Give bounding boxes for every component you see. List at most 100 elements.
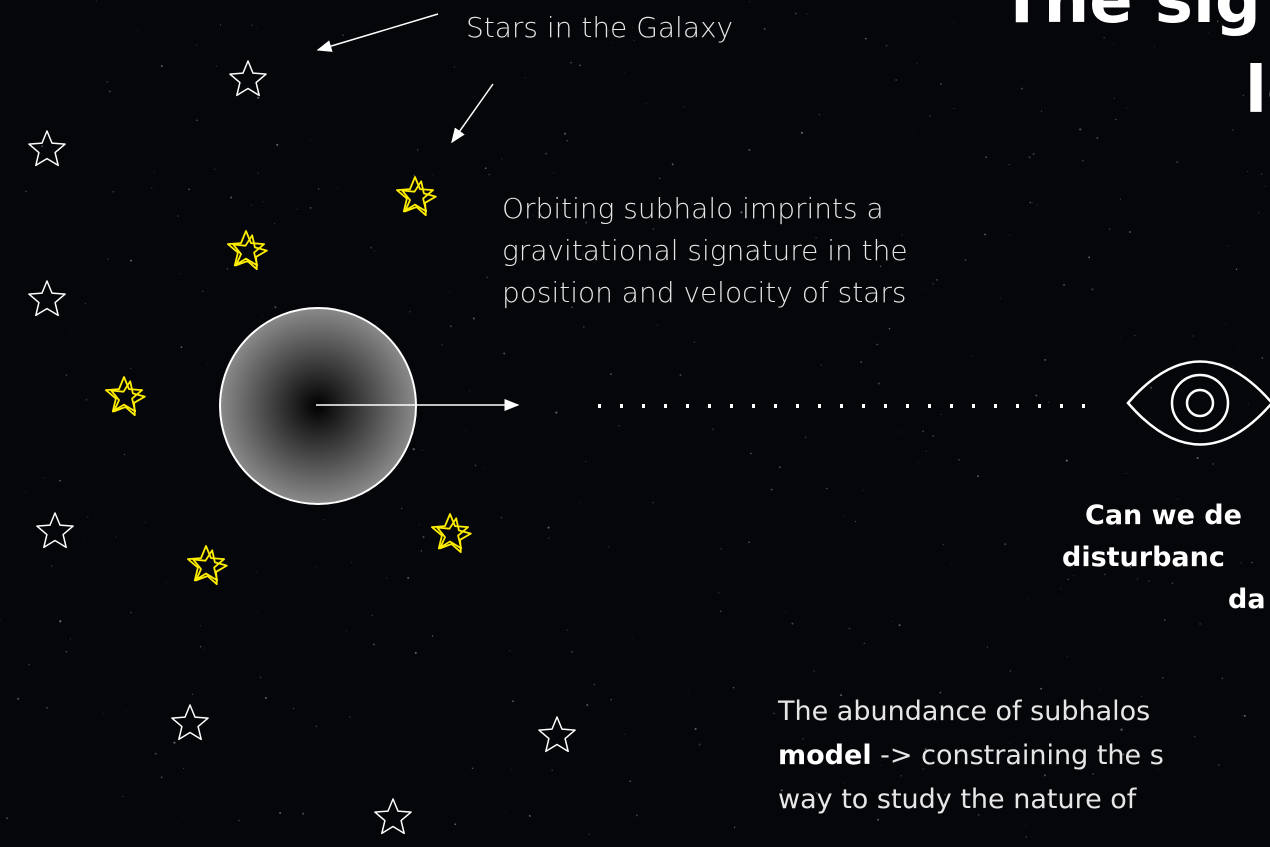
speck xyxy=(953,22,954,23)
speck xyxy=(465,430,466,431)
speck xyxy=(865,38,867,40)
speck xyxy=(85,303,86,304)
speck xyxy=(855,521,856,522)
speck xyxy=(494,294,495,295)
speck xyxy=(932,283,934,285)
speck xyxy=(279,812,281,814)
speck xyxy=(37,505,38,506)
speck xyxy=(349,572,350,573)
title-line: lo xyxy=(1245,54,1270,128)
speck xyxy=(512,700,514,702)
speck xyxy=(230,196,232,198)
speck xyxy=(672,163,674,165)
speck xyxy=(1264,186,1266,188)
speck xyxy=(932,435,934,437)
speck xyxy=(839,86,840,87)
speck xyxy=(657,324,658,325)
speck xyxy=(725,136,726,137)
speck xyxy=(571,651,573,653)
speck xyxy=(1019,145,1020,146)
speck xyxy=(422,450,424,452)
speck xyxy=(423,536,425,538)
speck xyxy=(826,488,828,490)
speck xyxy=(472,768,474,770)
speck xyxy=(985,156,987,158)
speck xyxy=(1247,283,1248,284)
speck xyxy=(1114,98,1115,99)
speck xyxy=(144,145,145,146)
speck xyxy=(138,131,139,132)
speck xyxy=(1099,689,1100,690)
speck xyxy=(585,461,586,462)
speck xyxy=(66,374,67,375)
speck xyxy=(214,169,215,170)
speck xyxy=(891,621,892,622)
speck xyxy=(1025,63,1026,64)
speck xyxy=(529,815,531,817)
speck xyxy=(610,373,612,375)
speck xyxy=(386,577,388,579)
speck xyxy=(902,687,903,688)
speck xyxy=(915,527,916,528)
speck xyxy=(138,271,139,272)
speck xyxy=(1037,204,1038,205)
speck xyxy=(711,430,712,431)
speck xyxy=(346,630,347,631)
speck xyxy=(413,448,415,450)
speck xyxy=(948,608,949,609)
speck xyxy=(608,547,609,548)
speck xyxy=(1248,403,1249,404)
speck xyxy=(251,25,252,26)
speck xyxy=(1176,161,1178,163)
speck xyxy=(943,544,944,545)
speck xyxy=(318,188,320,190)
speck xyxy=(126,711,127,712)
speck xyxy=(207,363,208,364)
speck xyxy=(1040,688,1042,690)
speck xyxy=(641,270,642,271)
speck xyxy=(369,508,371,510)
speck xyxy=(695,728,697,730)
speck xyxy=(102,91,103,92)
speck xyxy=(1129,231,1131,233)
speck xyxy=(1227,245,1229,247)
speck xyxy=(1212,48,1213,49)
speck xyxy=(1232,367,1233,368)
speck xyxy=(349,716,350,717)
speck xyxy=(1104,574,1105,575)
speck xyxy=(469,267,470,268)
speck xyxy=(338,666,339,667)
speck xyxy=(779,466,781,468)
note-line: Orbiting subhalo imprints a xyxy=(502,192,884,225)
speck xyxy=(1191,585,1192,586)
speck xyxy=(693,422,694,423)
speck xyxy=(1154,46,1155,47)
speck xyxy=(902,662,903,663)
speck xyxy=(564,133,566,135)
speck xyxy=(684,106,685,107)
speck xyxy=(263,316,264,317)
speck xyxy=(805,513,806,514)
speck xyxy=(748,149,750,151)
speck xyxy=(109,91,111,93)
speck xyxy=(66,651,68,653)
speck xyxy=(137,30,139,32)
speck xyxy=(432,635,433,636)
speck xyxy=(192,694,193,695)
speck xyxy=(6,817,8,819)
speck xyxy=(1126,473,1127,474)
speck xyxy=(313,607,314,608)
speck xyxy=(469,390,470,391)
speck xyxy=(145,522,147,524)
speck xyxy=(977,475,979,477)
speck xyxy=(315,725,317,727)
speck xyxy=(699,744,701,746)
speck xyxy=(369,560,370,561)
speck xyxy=(1008,164,1009,165)
speck xyxy=(618,425,619,426)
speck xyxy=(220,24,221,25)
speck xyxy=(953,108,954,109)
speck xyxy=(415,652,417,654)
speck xyxy=(155,753,157,755)
speck xyxy=(917,63,918,64)
